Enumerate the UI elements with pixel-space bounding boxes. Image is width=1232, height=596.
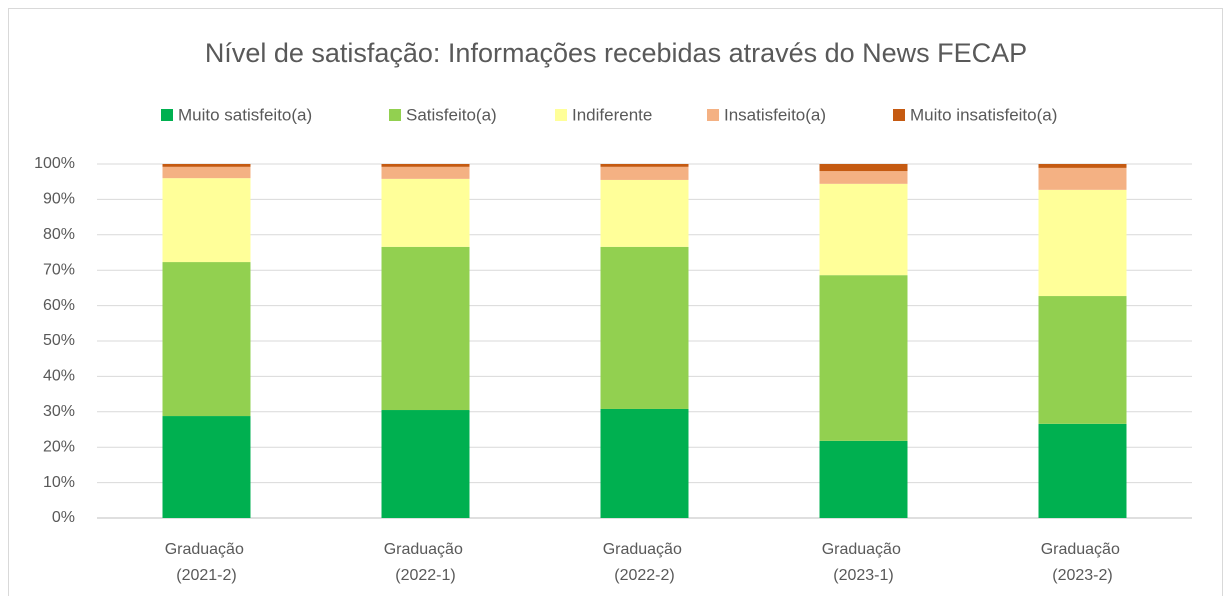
bar-segment: [1038, 167, 1127, 190]
bar-segment: [600, 179, 689, 247]
bar-segment: [819, 183, 908, 276]
legend-label: Muito insatisfeito(a): [910, 105, 1057, 124]
bar-segment: [162, 164, 251, 167]
bar-segment: [819, 275, 908, 441]
y-tick-label: 40%: [43, 368, 75, 385]
bar-segment: [381, 246, 470, 411]
legend-label: Insatisfeito(a): [724, 105, 826, 124]
bar-segment: [600, 246, 689, 409]
bar-segment: [162, 178, 251, 263]
y-tick-label: 0%: [52, 509, 75, 526]
x-tick-label: Graduação (2023-2): [1041, 541, 1125, 584]
bar-segment: [162, 262, 251, 417]
bar-segment: [162, 166, 251, 179]
legend-swatch: [555, 109, 567, 121]
bar-segment: [381, 164, 470, 167]
bar-segment: [600, 408, 689, 518]
bar-segment: [381, 178, 470, 247]
legend-label: Muito satisfeito(a): [178, 105, 312, 124]
y-tick-label: 20%: [43, 438, 75, 455]
bar-segment: [1038, 189, 1127, 297]
legend-label: Satisfeito(a): [406, 105, 497, 124]
x-tick-label: Graduação (2022-1): [384, 541, 468, 584]
chart-title: Nível de satisfação: Informações recebid…: [205, 38, 1027, 68]
bar-segment: [600, 164, 689, 167]
legend-swatch: [707, 109, 719, 121]
legend-label: Indiferente: [572, 105, 652, 124]
legend-swatch: [161, 109, 173, 121]
y-tick-label: 70%: [43, 261, 75, 278]
y-tick-label: 10%: [43, 474, 75, 491]
y-tick-label: 90%: [43, 191, 75, 208]
bar-segment: [1038, 164, 1127, 168]
y-tick-label: 50%: [43, 332, 75, 349]
y-tick-label: 100%: [34, 155, 75, 172]
bar-segment: [1038, 423, 1127, 518]
y-tick-label: 60%: [43, 297, 75, 314]
legend-swatch: [389, 109, 401, 121]
bar-segment: [381, 166, 470, 179]
x-tick-label: Graduação (2023-1): [822, 541, 906, 584]
y-tick-label: 30%: [43, 403, 75, 420]
bar-segment: [162, 416, 251, 518]
bar-segment: [600, 166, 689, 180]
y-tick-label: 80%: [43, 226, 75, 243]
bar-segment: [819, 440, 908, 518]
bar-segment: [1038, 296, 1127, 424]
x-tick-label: Graduação (2022-2): [603, 541, 687, 584]
bar-segment: [381, 410, 470, 518]
legend-swatch: [893, 109, 905, 121]
bar-segment: [819, 171, 908, 184]
x-tick-label: Graduação (2021-2): [165, 541, 249, 584]
bar-segment: [819, 164, 908, 172]
